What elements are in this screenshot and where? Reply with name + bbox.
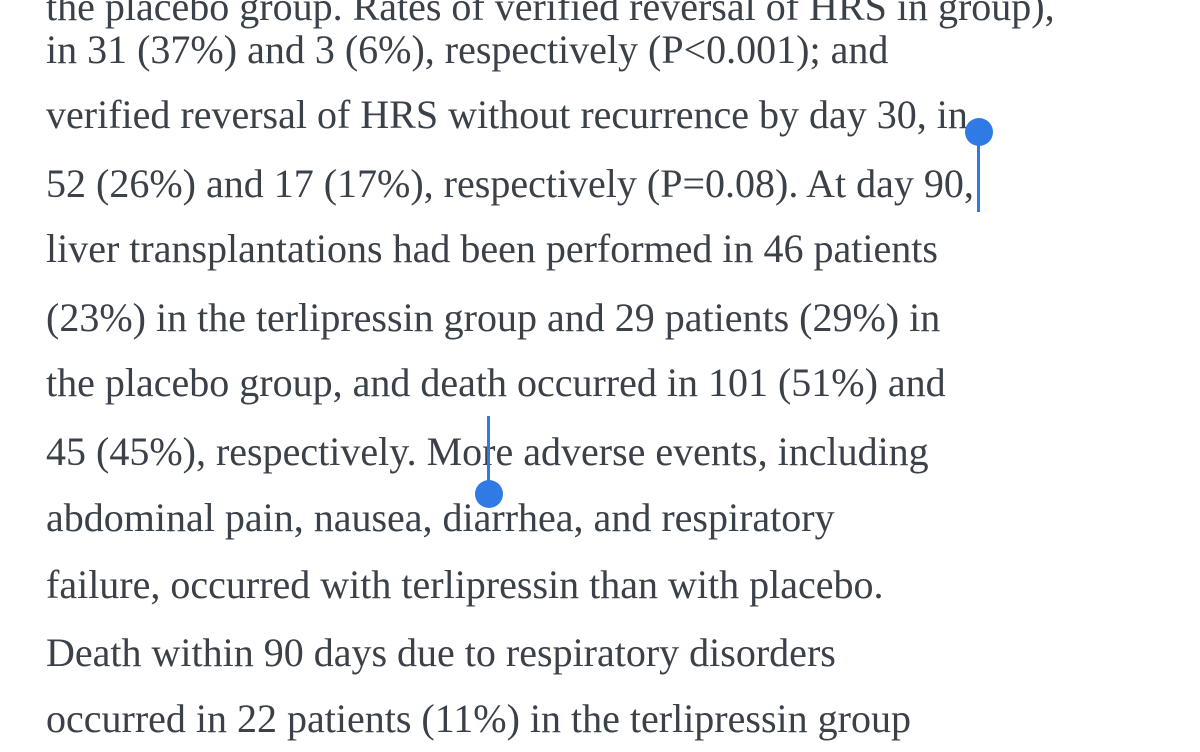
selection-highlight-line-1: [978, 146, 1156, 212]
text-line: the placebo group, and death occurred in…: [46, 360, 946, 405]
text-line: abdominal pain, nausea, diarrhea, and re…: [46, 495, 835, 540]
text-line: 45 (45%), respectively. More adverse eve…: [46, 429, 929, 474]
selection-start-handle-stem: [977, 132, 980, 212]
text-line: 52 (26%) and 17 (17%), respectively (P=0…: [46, 161, 974, 206]
text-line: liver transplantations had been performe…: [46, 226, 938, 271]
text-line: in 31 (37%) and 3 (6%), respectively (P<…: [46, 27, 889, 72]
text-line: failure, occurred with terlipressin than…: [46, 562, 884, 607]
text-line: verified reversal of HRS without recurre…: [46, 92, 968, 137]
text-line: the placebo group. Rates of verified rev…: [46, 0, 1055, 29]
selection-end-handle-knob[interactable]: [475, 480, 503, 508]
text-line: (23%) in the terlipressin group and 29 p…: [46, 295, 941, 340]
selection-end-handle-stem: [487, 416, 490, 494]
text-line: Death within 90 days due to respiratory …: [46, 630, 836, 675]
text-line: occurred in 22 patients (11%) in the ter…: [46, 696, 911, 741]
